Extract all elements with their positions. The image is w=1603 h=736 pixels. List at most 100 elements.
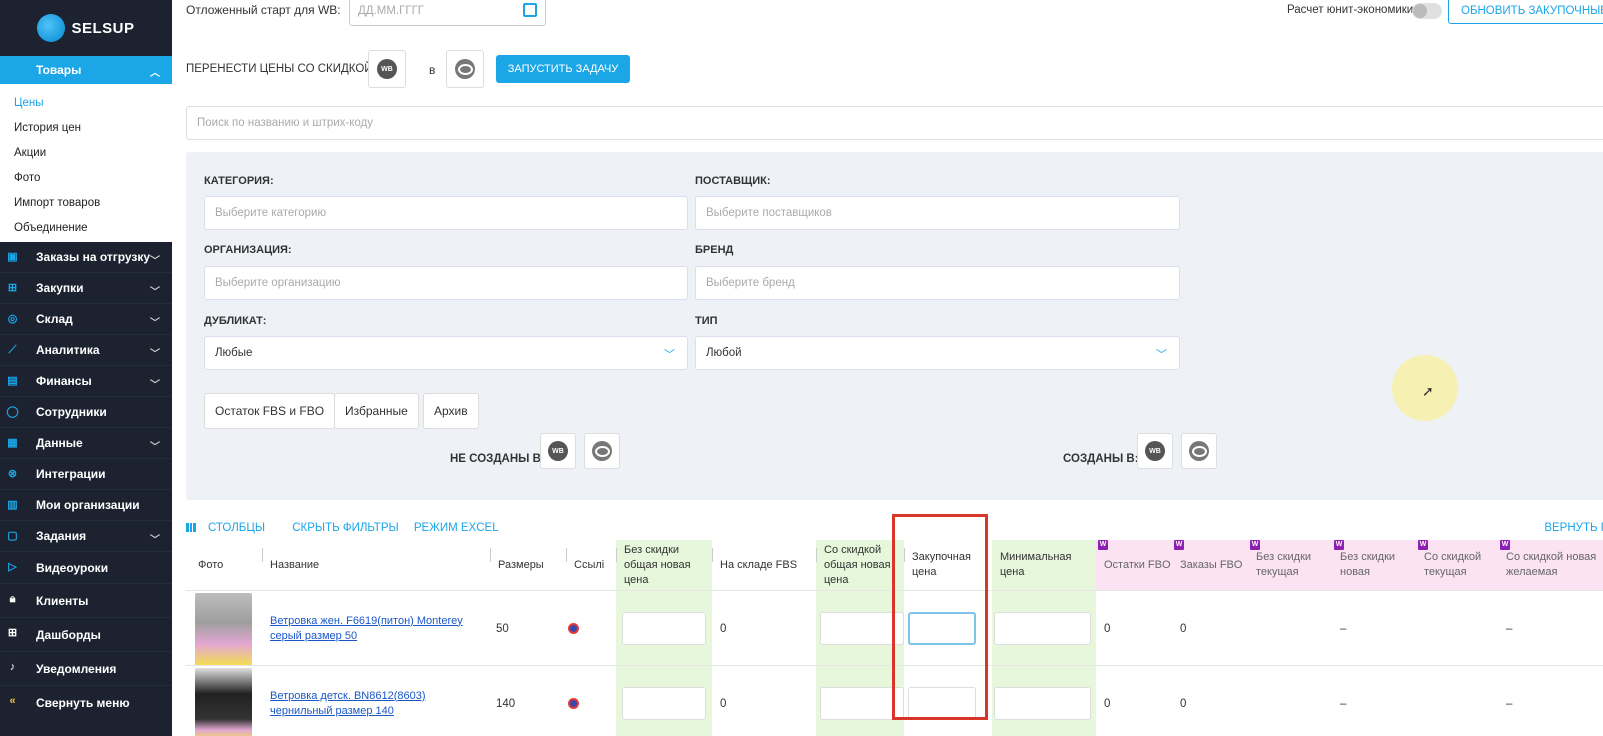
th-purchase-price[interactable]: Закупочная цена bbox=[904, 540, 992, 590]
user-icon: ◯ bbox=[6, 406, 19, 418]
category-select[interactable]: Выберите категорию bbox=[204, 196, 688, 230]
nav-data[interactable]: ▦ Данные ﹀ bbox=[0, 428, 172, 459]
return-link[interactable]: ВЕРНУТЬ П bbox=[1544, 522, 1603, 534]
th-no-discount-new[interactable]: Без скидки общая новая цена bbox=[616, 540, 712, 590]
table-row: Ветровка жен. F6619(питон) Monterey серы… bbox=[186, 590, 1603, 666]
th-discount-new[interactable]: Со скидкой общая новая цена bbox=[816, 540, 904, 590]
no-discount-new-input[interactable] bbox=[622, 687, 706, 720]
created-wb-button[interactable]: WB bbox=[1137, 433, 1173, 469]
nav-notifications[interactable]: ♪ Уведомления bbox=[0, 652, 172, 686]
hide-filters-button[interactable]: СКРЫТЬ ФИЛЬТРЫ bbox=[292, 522, 399, 534]
columns-button[interactable]: СТОЛБЦЫ bbox=[186, 522, 277, 534]
product-photo[interactable] bbox=[195, 668, 252, 736]
wb-badge-icon: W bbox=[1174, 540, 1184, 550]
nav-finance[interactable]: ▤ Финансы ﹀ bbox=[0, 366, 172, 397]
nav-my-orgs[interactable]: ▥ Мои организации bbox=[0, 490, 172, 521]
duplicate-label: ДУБЛИКАТ: bbox=[204, 315, 267, 327]
nav-warehouse[interactable]: ◎ Склад ﹀ bbox=[0, 304, 172, 335]
subnav-import[interactable]: Импорт товаров bbox=[14, 196, 101, 209]
nav-analytics[interactable]: ⟋ Аналитика ﹀ bbox=[0, 335, 172, 366]
th-no-discount-new2[interactable]: W Без скидки новая bbox=[1332, 540, 1416, 590]
th-no-discount-current[interactable]: W Без скидки текущая bbox=[1248, 540, 1332, 590]
supplier-select[interactable]: Выберите поставщиков bbox=[695, 196, 1180, 230]
not-created-wb-button[interactable]: WB bbox=[540, 433, 576, 469]
th-photo[interactable]: Фото bbox=[198, 558, 224, 571]
th-fbo-stock[interactable]: W Остатки FBO bbox=[1096, 540, 1172, 590]
discount-new-input[interactable] bbox=[820, 612, 904, 645]
purchase-price-input[interactable] bbox=[908, 612, 976, 645]
th-fbs-stock[interactable]: На складе FBS bbox=[712, 540, 816, 590]
subnav-promotions[interactable]: Акции bbox=[14, 146, 47, 159]
ozon-icon bbox=[1189, 441, 1209, 461]
brand-label: БРЕНД bbox=[695, 244, 734, 256]
subnav-price-history[interactable]: История цен bbox=[14, 121, 81, 134]
th-fbo-orders[interactable]: W Заказы FBO bbox=[1172, 540, 1248, 590]
date-placeholder: ДД.ММ.ГГГГ bbox=[358, 5, 425, 17]
calendar-icon[interactable] bbox=[523, 3, 537, 17]
discount-new-input[interactable] bbox=[820, 687, 904, 720]
search-input[interactable]: Поиск по названию и штрих-коду bbox=[186, 106, 1603, 140]
plug-icon: ⊗ bbox=[7, 468, 18, 480]
minimal-price-input[interactable] bbox=[994, 687, 1091, 720]
collapse-icon: « bbox=[9, 695, 16, 707]
nav-collapse-menu[interactable]: « Свернуть меню bbox=[0, 686, 172, 720]
nav-dashboards[interactable]: ⊞ Дашборды bbox=[0, 618, 172, 652]
chevron-down-icon: ﹀ bbox=[150, 256, 160, 267]
supplier-label: ПОСТАВЩИК: bbox=[695, 175, 771, 187]
product-photo[interactable] bbox=[195, 593, 252, 666]
brand-select[interactable]: Выберите бренд bbox=[695, 266, 1180, 300]
not-created-label: НЕ СОЗДАНЫ В: bbox=[450, 453, 545, 465]
created-label: СОЗДАНЫ В: bbox=[1063, 453, 1139, 465]
th-discount-desired[interactable]: W Со скидкой новая желаемая bbox=[1498, 540, 1603, 590]
subnav-photos[interactable]: Фото bbox=[14, 171, 41, 184]
not-created-ozon-button[interactable] bbox=[584, 433, 620, 469]
type-select[interactable]: Любой ﹀ bbox=[695, 336, 1180, 370]
columns-icon bbox=[186, 523, 196, 532]
logo[interactable]: SELSUP bbox=[0, 0, 172, 56]
duplicate-select[interactable]: Любые ﹀ bbox=[204, 336, 688, 370]
grid-icon: ⊞ bbox=[7, 627, 18, 639]
th-discount-current[interactable]: W Со скидкой текущая bbox=[1416, 540, 1498, 590]
th-link[interactable]: Ссылі bbox=[566, 540, 616, 590]
discount-new-cell bbox=[816, 591, 904, 666]
delayed-start-date-input[interactable]: ДД.ММ.ГГГГ bbox=[349, 0, 546, 26]
excel-mode-button[interactable]: РЕЖИМ EXCEL bbox=[413, 522, 499, 534]
marketplace-link-icon[interactable] bbox=[568, 623, 579, 634]
chip-stock-fbs-fbo[interactable]: Остаток FBS и FBO bbox=[204, 393, 336, 429]
created-ozon-button[interactable] bbox=[1181, 433, 1217, 469]
unit-econ-toggle[interactable] bbox=[1412, 3, 1442, 19]
nav-shipping-orders[interactable]: ▣ Заказы на отгрузку ﹀ bbox=[0, 242, 172, 273]
nav-purchases[interactable]: ⊞ Закупки ﹀ bbox=[0, 273, 172, 304]
cursor-highlight bbox=[1392, 355, 1458, 421]
nav-employees[interactable]: ◯ Сотрудники bbox=[0, 397, 172, 428]
chip-archive[interactable]: Архив bbox=[423, 393, 479, 429]
marketplace-link-icon[interactable] bbox=[568, 698, 579, 709]
subnav-prices[interactable]: Цены bbox=[14, 96, 44, 109]
organization-select[interactable]: Выберите организацию bbox=[204, 266, 688, 300]
no-discount-new-input[interactable] bbox=[622, 612, 706, 645]
source-wb-button[interactable]: WB bbox=[368, 50, 406, 88]
th-minimal-price[interactable]: Минимальная цена bbox=[992, 540, 1096, 590]
nav-video-lessons[interactable]: ▷ Видеоуроки bbox=[0, 552, 172, 584]
product-name-link[interactable]: Ветровка детск. BN8612(8603) чернильный … bbox=[270, 689, 426, 717]
th-name[interactable]: Название bbox=[262, 540, 490, 590]
nav-clients[interactable]: 🔒︎ Клиенты bbox=[0, 584, 172, 618]
nav-products[interactable]: Товары ︿ bbox=[0, 56, 172, 84]
target-ozon-button[interactable] bbox=[446, 50, 484, 88]
th-label: Остатки FBO bbox=[1104, 558, 1171, 571]
run-task-button[interactable]: ЗАПУСТИТЬ ЗАДАЧУ bbox=[496, 55, 630, 83]
update-purchase-button[interactable]: ОБНОВИТЬ ЗАКУПОЧНЫЕ bbox=[1448, 0, 1603, 24]
duplicate-value: Любые bbox=[215, 347, 253, 359]
subnav-merge[interactable]: Объединение bbox=[14, 221, 88, 234]
purchase-price-input[interactable] bbox=[908, 687, 976, 720]
product-name-link[interactable]: Ветровка жен. F6619(питон) Monterey серы… bbox=[270, 614, 463, 642]
nav-tasks[interactable]: ▢ Задания ﹀ bbox=[0, 521, 172, 552]
cart-icon: ⊞ bbox=[7, 282, 18, 294]
minimal-price-input[interactable] bbox=[994, 612, 1091, 645]
wb-icon: WB bbox=[548, 441, 568, 461]
chip-favorites[interactable]: Избранные bbox=[334, 393, 419, 429]
chevron-down-icon: ﹀ bbox=[150, 380, 160, 391]
minimal-price-cell bbox=[992, 591, 1096, 666]
nav-integrations[interactable]: ⊗ Интеграции bbox=[0, 459, 172, 490]
th-sizes[interactable]: Размеры bbox=[490, 540, 566, 590]
